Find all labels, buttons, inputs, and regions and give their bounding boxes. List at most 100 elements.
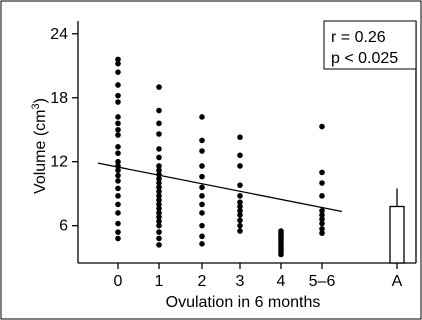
data-point [199, 148, 205, 154]
y-axis-label-superscript: 3 [30, 103, 42, 109]
data-point [115, 114, 121, 120]
data-point [156, 205, 162, 212]
data-point [156, 146, 162, 152]
annotation-p: p < 0.025 [331, 50, 398, 67]
data-point [115, 178, 121, 184]
data-point [237, 193, 243, 199]
data-point [156, 222, 162, 229]
data-point [115, 92, 121, 99]
data-point [199, 241, 205, 247]
data-point [319, 193, 325, 199]
data-point [319, 212, 325, 218]
data-point [199, 173, 205, 180]
data-point [156, 218, 162, 225]
data-point [115, 235, 121, 242]
data-point [237, 207, 243, 214]
data-point [199, 222, 205, 229]
x-axis-ticks: 0 1 2 3 4 5–6 A [114, 263, 403, 290]
data-point [115, 99, 121, 105]
data-point [156, 214, 162, 220]
data-point [115, 172, 121, 179]
data-point [115, 201, 121, 208]
data-point [156, 197, 162, 203]
x-tick-label: 2 [198, 273, 207, 290]
data-point [278, 228, 284, 234]
data-point [115, 56, 121, 63]
y-tick-label: 24 [50, 26, 68, 43]
data-point [319, 207, 325, 214]
x-tick-label: 0 [114, 273, 123, 290]
data-point [237, 217, 243, 224]
data-point [115, 60, 121, 67]
data-point [156, 163, 162, 169]
y-tick-label: 12 [50, 154, 68, 171]
reference-bar [389, 205, 405, 264]
data-point [319, 220, 325, 227]
data-point [199, 193, 205, 199]
data-point [156, 84, 162, 90]
annotation-frame [323, 20, 417, 70]
x-tick-label: 1 [155, 273, 164, 290]
x-tick-label: A [392, 273, 403, 290]
data-point [156, 120, 162, 127]
data-point [319, 226, 325, 232]
data-point [156, 107, 162, 114]
data-point [156, 184, 162, 191]
data-point [115, 143, 121, 150]
data-point [237, 228, 243, 234]
y-axis-ticks: 6 12 18 24 [50, 26, 78, 235]
trend-layer [97, 162, 343, 213]
data-point [156, 193, 162, 199]
data-point [115, 167, 121, 174]
data-point [156, 235, 162, 242]
data-point [115, 158, 121, 165]
data-point [115, 82, 121, 88]
data-point [156, 242, 162, 248]
data-point [156, 131, 162, 137]
data-point [237, 134, 243, 141]
x-tick-label: 3 [236, 273, 245, 290]
data-point [115, 120, 121, 127]
x-tick-label: 4 [277, 273, 286, 290]
data-point [156, 188, 162, 195]
reference-bar-layer [389, 188, 405, 264]
y-axis-label-close: ) [32, 98, 49, 103]
data-point [237, 203, 243, 210]
data-point [115, 69, 121, 75]
x-tick-label: 5–6 [309, 273, 336, 290]
data-point [237, 152, 243, 159]
data-point [319, 123, 325, 130]
data-point [319, 180, 325, 186]
y-axis-label-main: Volume (cm [32, 109, 49, 193]
data-point [199, 163, 205, 169]
x-axis-label: Ovulation in 6 months [166, 294, 321, 311]
data-point [156, 180, 162, 186]
y-tick-label: 18 [50, 90, 68, 107]
data-point [115, 220, 121, 227]
data-point [156, 229, 162, 235]
data-point [156, 210, 162, 216]
data-point [199, 210, 205, 216]
data-point [319, 230, 325, 236]
data-point [237, 212, 243, 218]
data-point [199, 114, 205, 120]
data-point [237, 222, 243, 229]
data-point [156, 167, 162, 174]
data-point [199, 201, 205, 208]
data-point [237, 163, 243, 169]
data-point [199, 184, 205, 191]
data-point [237, 182, 243, 188]
annotation-r: r = 0.26 [331, 29, 386, 46]
data-point [156, 175, 162, 182]
data-point [199, 137, 205, 144]
data-point [237, 199, 243, 206]
data-point [115, 193, 121, 199]
data-point [156, 154, 162, 161]
y-tick-label: 6 [59, 218, 68, 235]
data-point [156, 201, 162, 208]
data-point [115, 132, 121, 138]
data-point [319, 216, 325, 223]
data-point [115, 126, 121, 133]
